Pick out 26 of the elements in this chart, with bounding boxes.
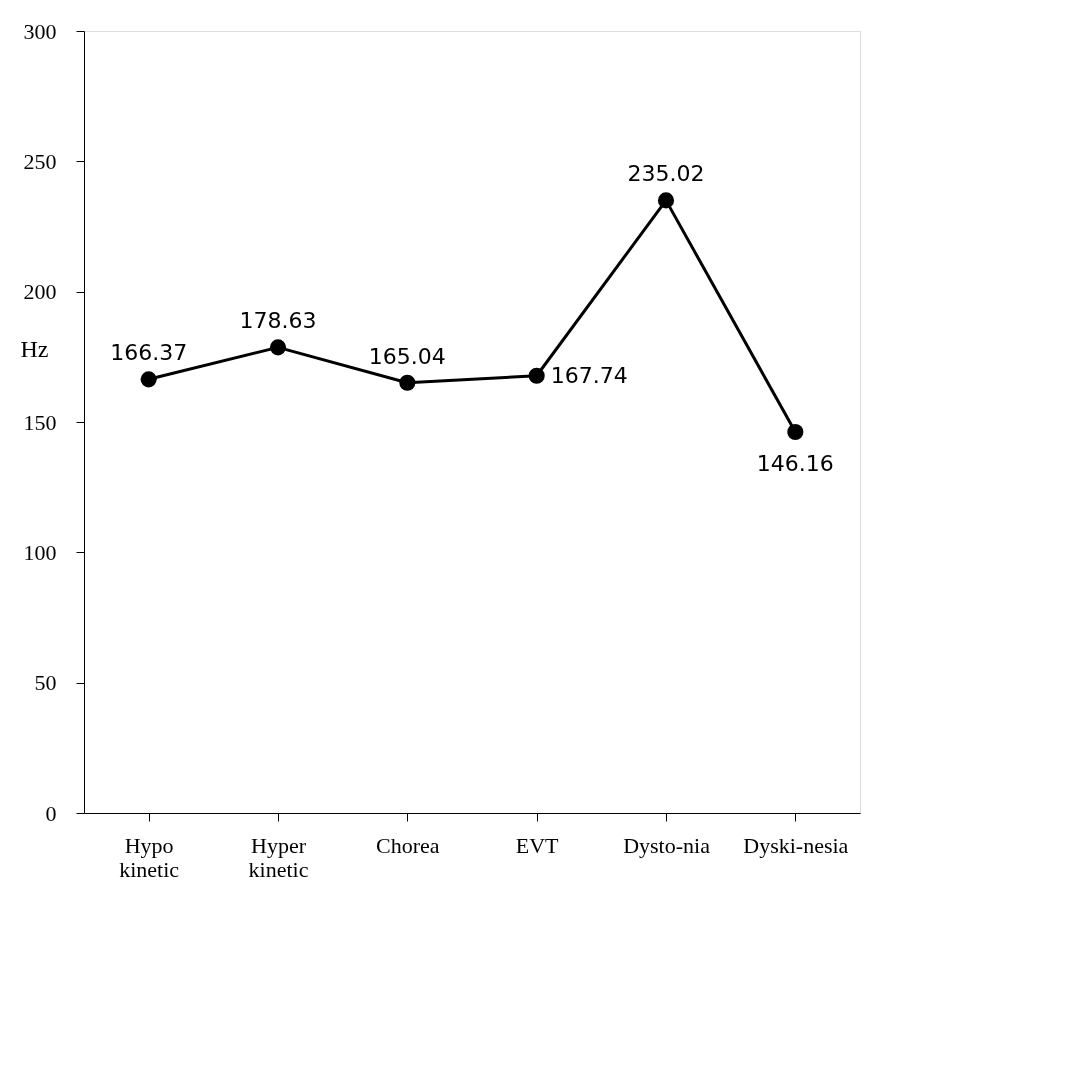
y-axis-title: Hz — [20, 335, 49, 362]
y-tick-label: 150 — [23, 409, 57, 435]
x-tick-label: Dysto-nia — [623, 832, 711, 858]
y-tick-label: 200 — [23, 279, 57, 305]
point — [269, 339, 287, 356]
data-label: 178.63 — [239, 308, 317, 334]
point — [140, 371, 157, 388]
x-tick-label: Hyper kinetic — [248, 832, 309, 882]
data-label: 167.74 — [550, 362, 628, 388]
data-label: 146.16 — [756, 451, 834, 477]
point — [399, 374, 416, 391]
x-tick-label: Dyski-nesia — [743, 832, 849, 858]
y-tick-label: 300 — [23, 18, 57, 44]
data-label: 235.02 — [627, 161, 705, 187]
y-tick-label: 250 — [23, 148, 57, 174]
point — [787, 423, 804, 441]
data-label: 166.37 — [110, 340, 188, 366]
y-tick-label: 100 — [23, 539, 57, 565]
y-tick-label: 0 — [45, 800, 57, 826]
point — [657, 192, 675, 209]
x-tick-label: Hypo kinetic — [119, 832, 180, 882]
point — [528, 367, 545, 384]
y-tick-label: 50 — [34, 670, 57, 696]
data-label: 165.04 — [368, 343, 446, 369]
x-tick-label: Chorea — [376, 832, 440, 858]
x-tick-label: EVT — [515, 832, 560, 858]
